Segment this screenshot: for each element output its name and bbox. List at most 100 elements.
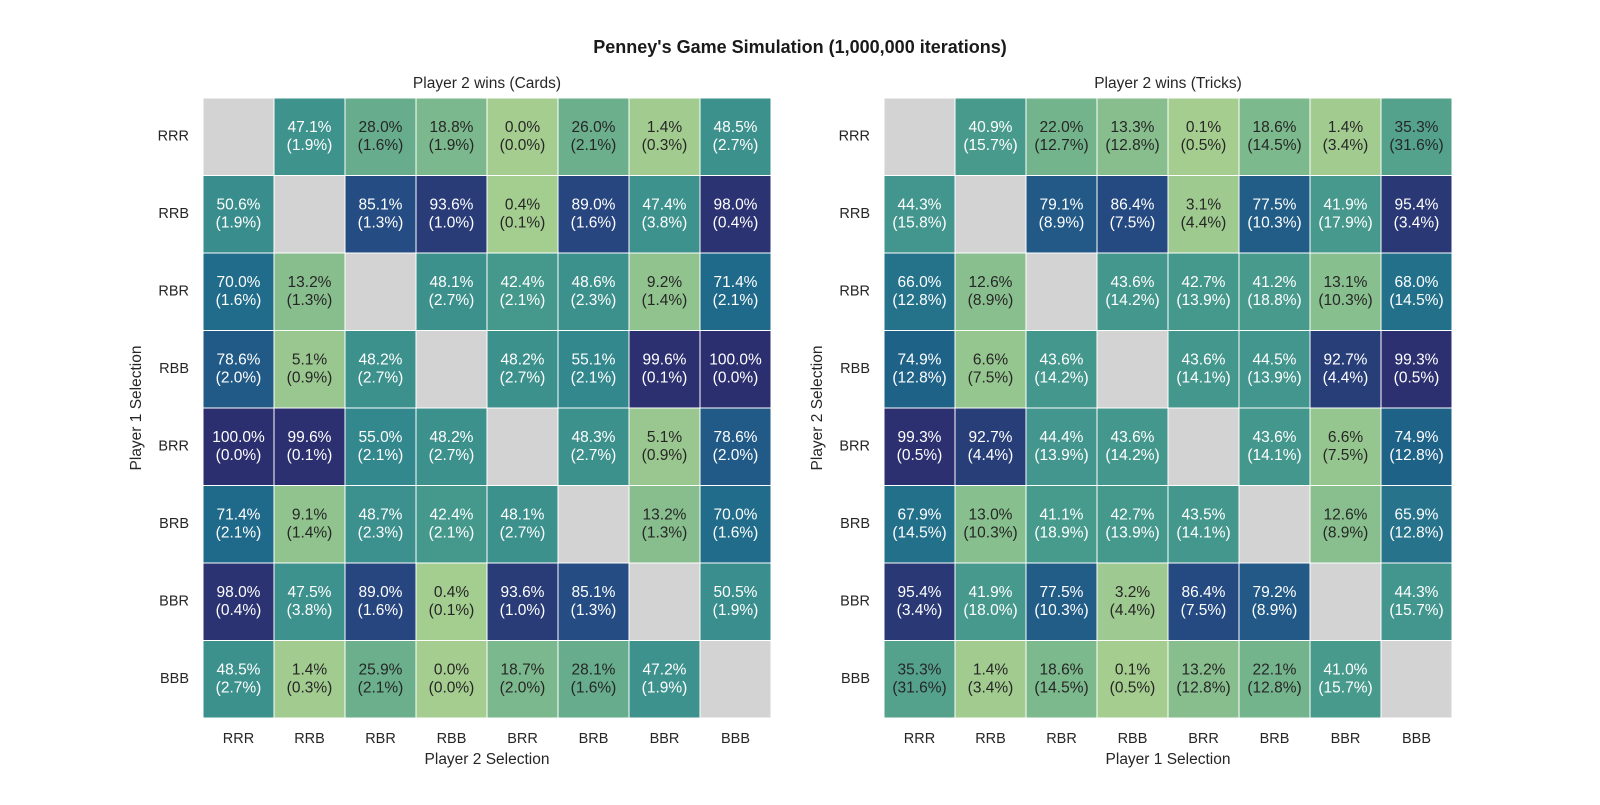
cell-label: 41.9% [1324,196,1368,213]
heatmap-cell [1167,252,1240,331]
cell-label: 44.3% [1395,584,1439,601]
cell-label: 55.0% [359,429,403,446]
heatmap-cell [486,252,559,331]
heatmap-cell [202,330,275,409]
heatmap-cell [1096,485,1169,564]
cell-label: 3.1% [1186,196,1222,213]
cell-label: 0.4% [505,196,541,213]
heatmap-cell [1238,407,1311,486]
cell-draw-label: (1.0%) [429,214,475,231]
cell-label: 89.0% [572,196,616,213]
cell-draw-label: (2.1%) [358,447,404,464]
cell-label: 48.2% [501,351,545,368]
cell-label: 18.6% [1040,661,1084,678]
y-tick-label: RBB [840,361,870,377]
heatmap-cell [486,640,559,719]
heatmap-tricks: Player 2 wins (Tricks)40.9%(15.7%)22.0%(… [809,75,1453,768]
heatmap-cell-empty [954,175,1027,254]
cell-draw-label: (2.7%) [500,369,546,386]
cell-draw-label: (1.4%) [287,524,333,541]
cell-label: 25.9% [359,661,403,678]
heatmap-cell [202,640,275,719]
heatmap-cell [1309,330,1382,409]
cell-label: 85.1% [359,196,403,213]
cell-draw-label: (31.6%) [892,679,946,696]
cell-label: 48.7% [359,506,403,523]
cell-draw-label: (2.1%) [713,292,759,309]
heatmap-cell [415,175,488,254]
cell-draw-label: (14.2%) [1034,369,1088,386]
heatmap-cell [628,640,701,719]
cell-draw-label: (10.3%) [1034,602,1088,619]
cell-label: 3.2% [1115,584,1151,601]
cell-draw-label: (12.7%) [1034,137,1088,154]
cell-label: 50.6% [217,196,261,213]
cell-draw-label: (0.3%) [642,137,688,154]
cell-label: 0.4% [434,584,470,601]
heatmap-cell [1309,175,1382,254]
cell-label: 79.1% [1040,196,1084,213]
y-tick-label: BBR [159,594,189,610]
heatmap-cell-empty [557,485,630,564]
cell-label: 93.6% [501,584,545,601]
heatmap-cell [202,407,275,486]
cell-draw-label: (0.5%) [1110,679,1156,696]
heatmap-cell-empty [1309,562,1382,641]
heatmap-cell [415,640,488,719]
heatmap-cell [883,562,956,641]
cell-draw-label: (15.7%) [1389,602,1443,619]
cell-draw-label: (4.4%) [1323,369,1369,386]
heatmap-cell [486,97,559,176]
cell-label: 1.4% [1328,119,1364,136]
cell-draw-label: (12.8%) [1105,137,1159,154]
cell-draw-label: (3.4%) [897,602,943,619]
cell-draw-label: (3.8%) [287,602,333,619]
heatmap-cell [344,562,417,641]
cell-label: 74.9% [1395,429,1439,446]
cell-draw-label: (2.1%) [429,524,475,541]
cell-label: 99.6% [288,429,332,446]
cell-label: 95.4% [898,584,942,601]
cell-label: 9.1% [292,506,328,523]
heatmap-cell [1380,252,1453,331]
cell-label: 35.3% [1395,119,1439,136]
cell-label: 18.6% [1253,119,1297,136]
x-tick-label: RBR [1046,731,1077,747]
x-tick-label: BRB [579,731,609,747]
cell-label: 100.0% [212,429,265,446]
heatmap-cell [954,640,1027,719]
cell-label: 43.6% [1182,351,1226,368]
cell-draw-label: (15.7%) [963,137,1017,154]
cell-label: 22.0% [1040,119,1084,136]
cell-label: 79.2% [1253,584,1297,601]
cell-draw-label: (4.4%) [968,447,1014,464]
cell-draw-label: (1.6%) [713,524,759,541]
cell-label: 92.7% [1324,351,1368,368]
cell-label: 18.7% [501,661,545,678]
heatmap-cell [557,562,630,641]
cell-draw-label: (0.5%) [897,447,943,464]
y-tick-label: RBR [839,284,870,300]
cell-label: 13.3% [1111,119,1155,136]
y-axis-label: Player 1 Selection [128,346,145,471]
heatmap-cell [273,640,346,719]
cell-draw-label: (1.3%) [358,214,404,231]
y-tick-label: RBR [158,284,189,300]
heatmap-cell [1167,330,1240,409]
cell-draw-label: (2.7%) [216,679,262,696]
cell-label: 48.2% [430,429,474,446]
cell-draw-label: (14.2%) [1105,292,1159,309]
heatmap-cell [628,97,701,176]
y-tick-label: BBB [841,671,870,687]
cell-label: 44.3% [898,196,942,213]
heatmap-cell [415,562,488,641]
heatmap-cell [1309,252,1382,331]
heatmap-cell [1238,640,1311,719]
cell-draw-label: (0.4%) [216,602,262,619]
cell-draw-label: (14.5%) [1034,679,1088,696]
cell-draw-label: (1.9%) [216,214,262,231]
cell-label: 55.1% [572,351,616,368]
cell-label: 98.0% [217,584,261,601]
heatmap-cell [883,407,956,486]
